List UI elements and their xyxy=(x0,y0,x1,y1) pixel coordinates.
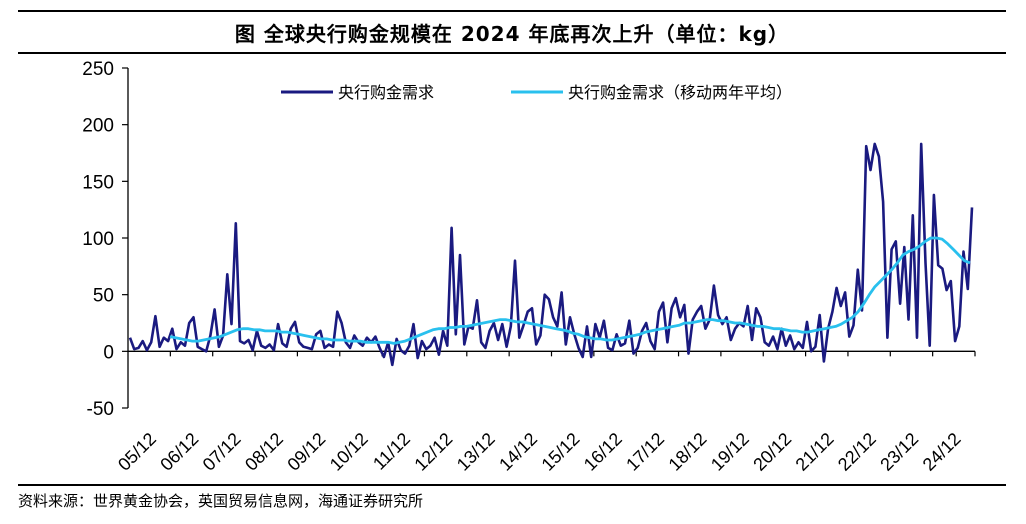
source-note: 资料来源：世界黄金协会，英国贸易信息网，海通证券研究所 xyxy=(18,492,424,510)
x-tick-label: 23/12 xyxy=(876,429,922,475)
x-tick-label: 05/12 xyxy=(114,429,160,475)
y-tick-label: 50 xyxy=(93,286,114,307)
x-tick-label: 24/12 xyxy=(919,429,965,475)
y-tick-label: 0 xyxy=(103,342,114,363)
x-tick-label: 13/12 xyxy=(453,429,499,475)
x-tick-label: 08/12 xyxy=(241,429,287,475)
legend-label: 央行购金需求（移动两年平均） xyxy=(568,83,792,102)
series-line-demand xyxy=(128,142,974,367)
x-tick-label: 16/12 xyxy=(580,429,626,475)
y-tick-label: 200 xyxy=(82,116,114,137)
x-tick-label: 17/12 xyxy=(622,429,668,475)
x-tick-label: 15/12 xyxy=(538,429,584,475)
title-bar: 图 全球央行购金规模在 2024 年底再次上升（单位：kg） xyxy=(18,10,1006,54)
x-tick-label: 21/12 xyxy=(792,429,838,475)
y-tick-label: 150 xyxy=(82,172,114,193)
x-tick-label: 12/12 xyxy=(410,429,456,475)
x-tick-label: 10/12 xyxy=(326,429,372,475)
source-note-bar: 资料来源：世界黄金协会，英国贸易信息网，海通证券研究所 xyxy=(18,484,1006,516)
x-tick-label: 20/12 xyxy=(749,429,795,475)
chart-title: 图 全球央行购金规模在 2024 年底再次上升（单位：kg） xyxy=(234,21,790,46)
x-tick-label: 19/12 xyxy=(707,429,753,475)
legend-label: 央行购金需求 xyxy=(338,83,434,102)
x-tick-label: 18/12 xyxy=(665,429,711,475)
x-tick-label: 14/12 xyxy=(495,429,541,475)
y-tick-label: 250 xyxy=(82,59,114,80)
x-tick-label: 11/12 xyxy=(369,429,414,474)
x-tick-label: 09/12 xyxy=(283,429,329,475)
x-tick-label: 07/12 xyxy=(199,429,245,475)
x-tick-label: 22/12 xyxy=(834,429,880,475)
y-tick-label: 100 xyxy=(82,229,114,250)
y-tick-label: -50 xyxy=(87,399,114,420)
chart-area: -50 0 50 100 150 200 250 05/1206/1207/1208/1209… xyxy=(82,59,976,475)
x-tick-label: 06/12 xyxy=(156,429,202,475)
series-line-moving-average xyxy=(169,236,971,345)
